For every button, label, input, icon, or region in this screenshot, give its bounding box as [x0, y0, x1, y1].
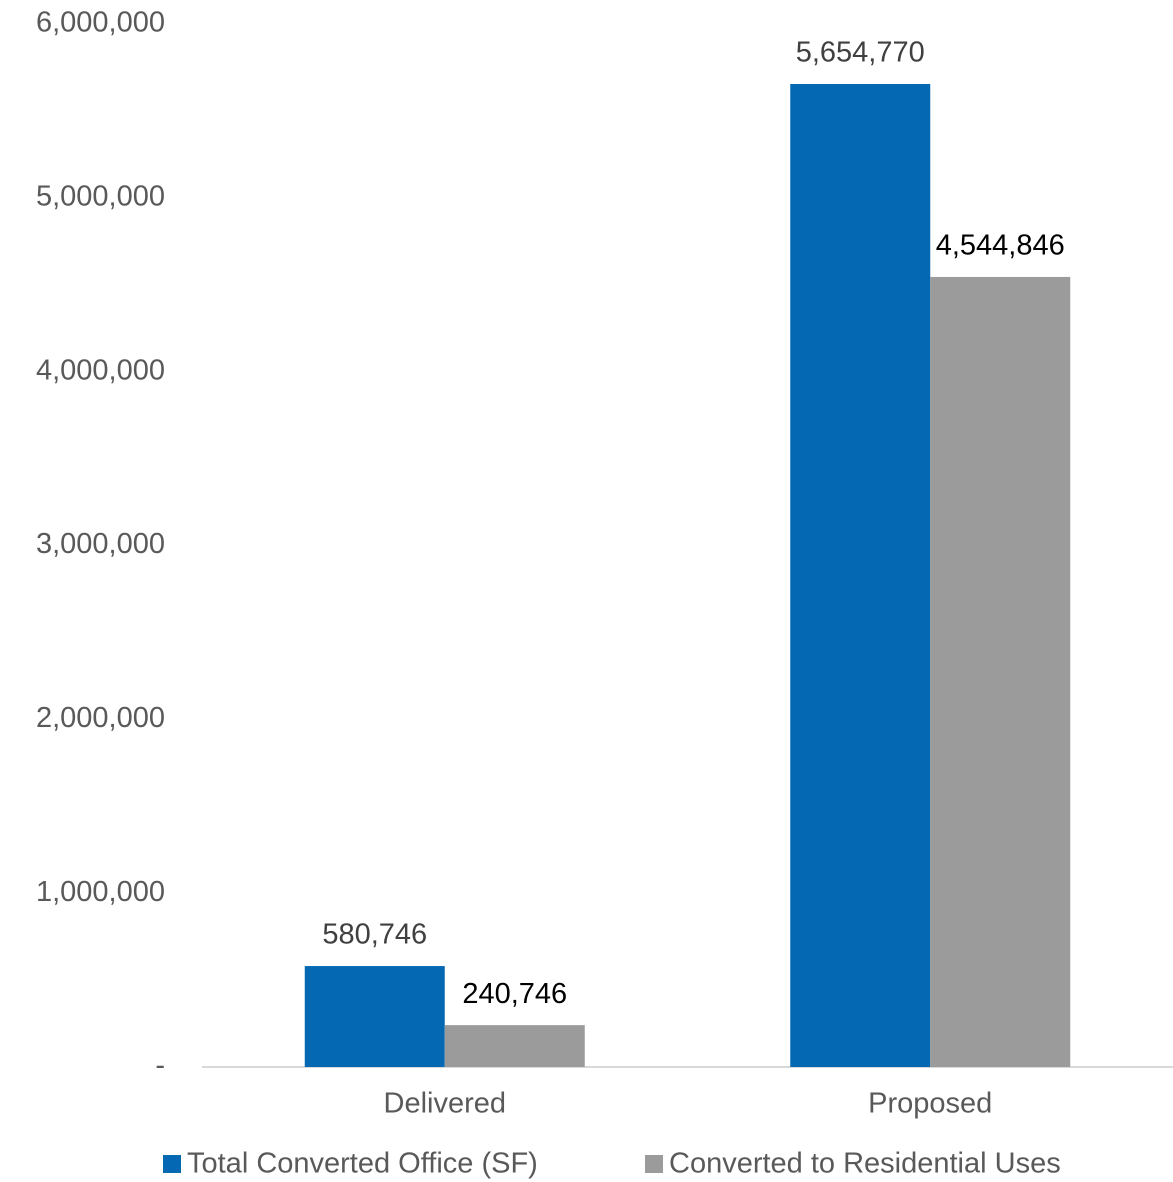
bar — [790, 84, 931, 1068]
value-label: 4,544,846 — [936, 230, 1065, 262]
bar — [930, 276, 1071, 1067]
value-label: 580,746 — [322, 919, 427, 951]
value-label: 5,654,770 — [796, 37, 925, 69]
y-tick-label: 2,000,000 — [36, 702, 165, 734]
legend-label: Converted to Residential Uses — [669, 1148, 1061, 1180]
legend-swatch — [163, 1155, 181, 1173]
bar — [444, 1025, 585, 1067]
y-tick-label: 4,000,000 — [36, 354, 165, 386]
y-tick-label: - — [155, 1050, 165, 1082]
x-tick-label: Delivered — [384, 1088, 507, 1120]
y-tick-label: 3,000,000 — [36, 528, 165, 560]
bar — [304, 966, 445, 1067]
y-tick-label: 6,000,000 — [36, 7, 165, 39]
legend-swatch — [645, 1155, 663, 1173]
y-tick-label: 1,000,000 — [36, 876, 165, 908]
value-label: 240,746 — [462, 978, 567, 1010]
legend-label: Total Converted Office (SF) — [187, 1148, 538, 1180]
y-tick-label: 5,000,000 — [36, 180, 165, 212]
x-tick-label: Proposed — [868, 1088, 992, 1120]
